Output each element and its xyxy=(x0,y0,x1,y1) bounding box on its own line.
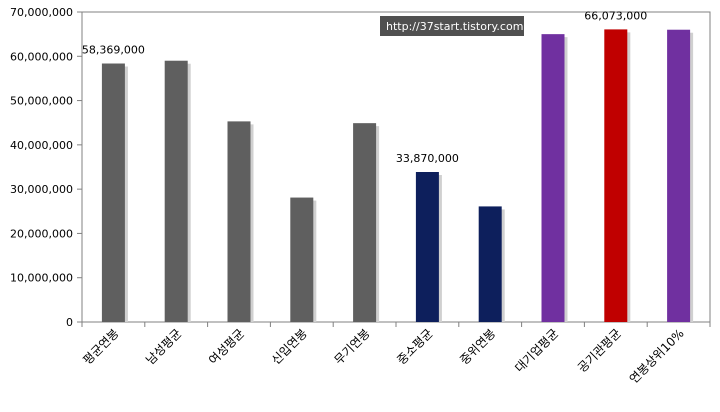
data-label: 58,369,000 xyxy=(82,44,145,57)
data-label: 33,870,000 xyxy=(396,152,459,165)
x-tick-label: 무기연봉 xyxy=(332,326,373,367)
bar xyxy=(604,29,628,323)
bar xyxy=(541,34,565,323)
x-tick-label: 중소평균 xyxy=(394,326,435,367)
x-tick-label: 중위연봉 xyxy=(457,326,498,367)
x-tick-label: 여성평균 xyxy=(206,326,247,367)
y-tick-label: 50,000,000 xyxy=(10,95,73,108)
bar xyxy=(227,121,251,322)
watermark-text: http://37start.tistory.com xyxy=(386,20,523,33)
axes: 0 10,000,000 20,000,000 30,000,000 40,000,00… xyxy=(10,6,711,329)
y-tick-label: 70,000,000 xyxy=(10,6,73,19)
bar xyxy=(353,123,377,323)
x-tick-label: 평균연봉 xyxy=(80,326,121,367)
watermark: http://37start.tistory.com xyxy=(380,16,524,36)
x-tick-label: 대기업평균 xyxy=(512,326,561,375)
y-tick-label: 40,000,000 xyxy=(10,139,73,152)
bar xyxy=(164,60,188,322)
bar xyxy=(290,197,314,322)
y-tick-label: 10,000,000 xyxy=(10,272,73,285)
y-tick-label: 60,000,000 xyxy=(10,50,73,63)
bars xyxy=(101,29,694,323)
bar xyxy=(101,63,125,322)
y-tick-label: 0 xyxy=(66,316,73,329)
bar xyxy=(667,29,691,322)
y-tick-label: 20,000,000 xyxy=(10,227,73,240)
x-tick-label: 연봉상위10% xyxy=(627,326,687,386)
data-label: 66,073,000 xyxy=(584,9,647,22)
y-tick-label: 30,000,000 xyxy=(10,183,73,196)
x-tick-label: 신입연봉 xyxy=(269,326,310,367)
x-tick-label: 남성평균 xyxy=(143,326,184,367)
bar xyxy=(415,172,439,322)
watermark-box xyxy=(380,16,524,36)
bar xyxy=(478,206,502,322)
x-tick-label: 공기관평균 xyxy=(575,326,624,375)
